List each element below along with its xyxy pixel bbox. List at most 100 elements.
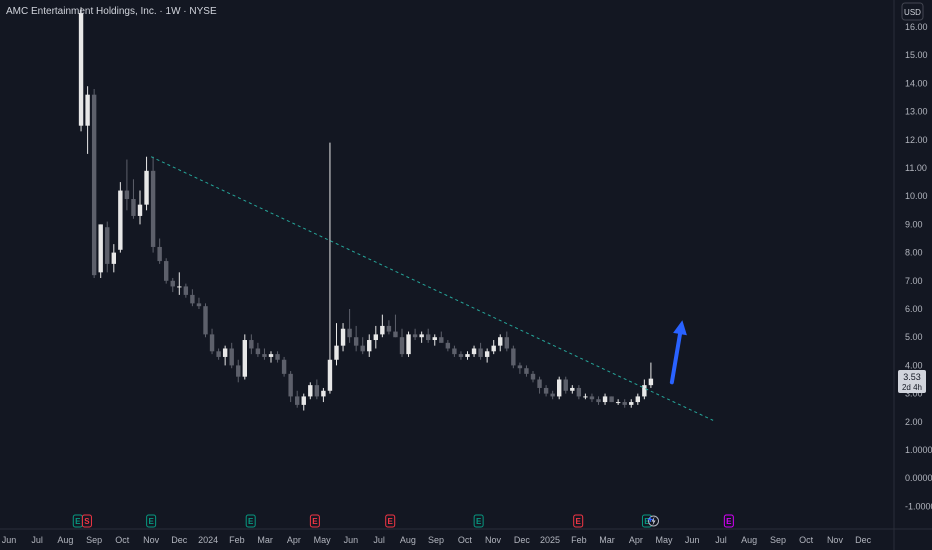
candle [439,331,444,343]
candle-body [98,224,103,273]
price-tick-label: -1.0000 [905,501,932,511]
candle [222,345,228,366]
candle [183,283,189,298]
candle-body [629,402,634,405]
candle-body [478,348,483,357]
event-marker[interactable]: S [81,514,92,528]
candles-layer [78,7,654,411]
currency-badge[interactable]: USD [901,2,924,21]
event-marker[interactable]: E [573,514,584,528]
candle [373,325,378,349]
candle-body [458,354,464,357]
candle-body [491,345,496,352]
candle [144,156,149,211]
candle-body [386,325,392,332]
event-marker[interactable]: E [245,514,256,528]
event-marker[interactable]: E [146,514,157,528]
time-tick-label: Apr [287,535,301,545]
candle [170,277,175,293]
lightning-icon[interactable] [648,515,660,527]
candle-body [222,348,228,357]
candle [360,337,365,355]
event-marker-label: E [476,517,482,526]
candle [347,309,352,343]
candle-body [373,334,378,341]
candle [543,385,549,397]
candle [314,379,320,400]
time-tick-label: 2024 [198,535,218,545]
price-tick-label: 1.0000 [905,445,932,455]
time-tick-label: Oct [799,535,814,545]
event-marker-label: E [248,517,254,526]
event-marker[interactable]: E [385,514,396,528]
price-axis[interactable]: 16.00 15.00 14.00 13.00 12.00 11.00 10.00 9.00 8… [905,22,932,511]
time-tick-label: May [655,535,673,545]
candle [386,320,392,335]
time-tick-label: Apr [629,535,643,545]
candle [498,334,503,352]
candle [118,182,123,253]
candle-body [530,373,536,380]
candle [295,390,300,408]
time-tick-label: Aug [400,535,416,545]
last-price-label: 3.53 2d 4h [898,370,926,393]
projection-arrow-shaft[interactable] [669,332,683,385]
time-tick-label: Mar [599,535,615,545]
candle-body [589,396,595,400]
candle-body [367,340,372,352]
candle [288,371,293,403]
time-tick-label: Jul [31,535,43,545]
event-marker-label: E [726,517,732,526]
price-tick-label: 15.00 [905,50,928,60]
candle-body [537,379,542,388]
price-tick-label: 16.00 [905,22,928,32]
time-tick-label: Nov [827,535,844,545]
candle [648,362,654,388]
candle-body [281,359,287,374]
candle-body [321,390,326,397]
candle [131,179,136,219]
candle [596,396,601,405]
candle [406,331,411,357]
time-tick-label: Jun [2,535,17,545]
candle-body [236,365,241,377]
descending-trendline[interactable] [150,156,714,421]
candle-body [576,387,582,397]
candle-body [150,170,156,247]
plus-icon[interactable] [647,517,653,522]
candle [124,159,130,211]
event-marker-label: E [312,517,318,526]
candle-body [170,280,175,287]
candle [471,345,477,357]
candle [380,314,385,338]
candle-body [445,342,451,349]
candle-countdown: 2d 4h [902,383,922,392]
event-marker[interactable]: E [723,514,734,528]
candle-body [347,328,352,338]
event-marker[interactable]: E [473,514,484,528]
candle-body [118,190,123,250]
candle [78,7,84,132]
candle-body [524,368,529,374]
time-tick-label: Nov [143,535,160,545]
candle [301,393,306,411]
candle-body [399,337,405,355]
projection-arrow-head[interactable] [673,320,687,336]
candle [504,331,509,352]
time-tick-label: Feb [229,535,245,545]
candle [340,323,346,352]
event-marker[interactable]: E [72,514,83,528]
candle-body [190,294,195,304]
time-axis[interactable]: Jun Jul Aug Sep Oct Nov Dec 2024 Feb Mar Apr May Jun… [2,535,872,545]
price-tick-label: 14.00 [905,78,928,88]
candle-body [340,328,346,346]
candle-body [615,402,621,404]
last-price-value: 3.53 [903,372,921,382]
event-marker[interactable]: E [309,514,320,528]
candle [190,289,195,307]
candle [589,393,595,403]
price-tick-label: 7.00 [905,276,923,286]
event-marker-label: E [148,517,154,526]
